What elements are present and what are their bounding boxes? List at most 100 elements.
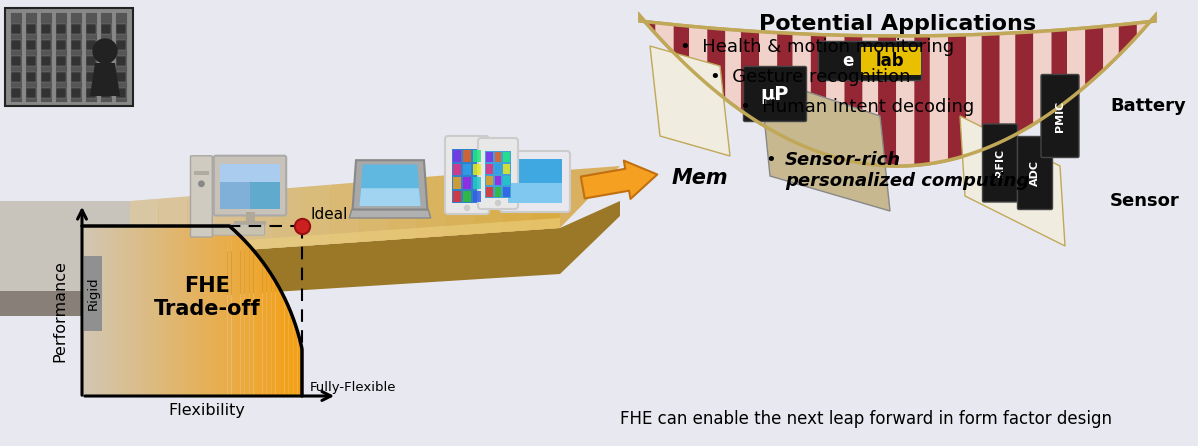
Bar (508, 159, 562, 203)
Polygon shape (131, 201, 621, 301)
Bar (486, 152, 492, 162)
Polygon shape (503, 168, 532, 232)
Text: PMIC: PMIC (1055, 100, 1065, 132)
Polygon shape (289, 307, 294, 396)
Polygon shape (388, 178, 417, 240)
Bar (453, 164, 461, 175)
Bar (495, 164, 501, 173)
Bar (495, 187, 501, 197)
Polygon shape (1085, 26, 1103, 87)
Bar (486, 187, 492, 197)
Bar (101, 56, 111, 66)
FancyBboxPatch shape (861, 47, 921, 75)
Bar (41, 72, 52, 82)
Polygon shape (673, 25, 689, 68)
Polygon shape (99, 226, 104, 396)
Bar (56, 56, 66, 66)
Bar (453, 177, 461, 189)
Text: Flexibility: Flexibility (169, 403, 246, 418)
Text: Trade-off: Trade-off (153, 299, 260, 319)
Text: •  Gesture recognition: • Gesture recognition (710, 68, 910, 86)
Bar (86, 72, 96, 82)
Polygon shape (532, 166, 559, 230)
Text: •: • (766, 151, 776, 169)
Bar (11, 24, 22, 34)
Bar (503, 164, 510, 173)
Bar (86, 24, 96, 34)
Bar (503, 175, 510, 185)
Polygon shape (960, 116, 1065, 246)
Bar (116, 72, 126, 82)
Bar (11, 88, 22, 98)
Bar (453, 190, 461, 202)
Bar (11, 56, 22, 66)
Polygon shape (214, 226, 218, 396)
Polygon shape (131, 198, 158, 258)
Bar (11, 72, 22, 82)
Bar (503, 187, 510, 197)
Polygon shape (210, 226, 214, 396)
Text: •  Human intent decoding: • Human intent decoding (740, 98, 974, 116)
Circle shape (496, 201, 501, 206)
Polygon shape (241, 236, 244, 396)
Bar (56, 40, 66, 50)
Polygon shape (1103, 25, 1119, 70)
Polygon shape (1137, 16, 1155, 37)
FancyBboxPatch shape (190, 156, 212, 237)
Polygon shape (863, 36, 878, 165)
Polygon shape (149, 226, 152, 396)
Bar (473, 190, 482, 202)
Polygon shape (793, 33, 811, 149)
Polygon shape (201, 226, 205, 396)
Bar (473, 164, 482, 175)
Text: Sensor: Sensor (1111, 192, 1180, 210)
Bar (116, 56, 126, 66)
Polygon shape (778, 33, 793, 141)
Bar (115, 12, 127, 102)
Bar (5, 8, 133, 106)
Polygon shape (218, 226, 223, 396)
Bar (101, 72, 111, 82)
Polygon shape (81, 226, 86, 396)
Bar (453, 150, 461, 161)
Polygon shape (170, 226, 175, 396)
FancyBboxPatch shape (818, 41, 921, 80)
Text: lab: lab (876, 52, 904, 70)
FancyBboxPatch shape (500, 151, 570, 212)
Bar (234, 221, 266, 225)
Text: Performance: Performance (53, 260, 67, 362)
FancyBboxPatch shape (1041, 74, 1079, 157)
Polygon shape (707, 28, 726, 99)
Bar (101, 24, 111, 34)
FancyBboxPatch shape (213, 156, 286, 215)
Polygon shape (0, 291, 131, 316)
Polygon shape (139, 226, 144, 396)
Polygon shape (165, 226, 170, 396)
Text: Sensor-rich
personalized computing: Sensor-rich personalized computing (785, 151, 1029, 190)
Bar (116, 24, 126, 34)
Polygon shape (126, 226, 131, 396)
Bar (86, 56, 96, 66)
Polygon shape (0, 201, 155, 291)
Polygon shape (131, 166, 621, 258)
Text: Fully-Flexible: Fully-Flexible (310, 381, 397, 394)
Polygon shape (122, 226, 126, 396)
Polygon shape (131, 236, 155, 301)
Polygon shape (267, 268, 271, 396)
Polygon shape (108, 226, 113, 396)
Polygon shape (999, 33, 1015, 142)
Text: •  Health & motion monitoring: • Health & motion monitoring (680, 38, 954, 56)
Polygon shape (966, 34, 981, 155)
Polygon shape (95, 226, 99, 396)
FancyBboxPatch shape (444, 136, 489, 214)
Bar (503, 152, 510, 162)
Bar (486, 175, 492, 185)
Text: μP: μP (761, 84, 789, 103)
Bar (220, 182, 250, 209)
Polygon shape (216, 192, 244, 252)
Polygon shape (91, 226, 95, 396)
Polygon shape (896, 36, 914, 166)
Polygon shape (655, 23, 673, 53)
Bar (41, 56, 52, 66)
Polygon shape (157, 226, 162, 396)
